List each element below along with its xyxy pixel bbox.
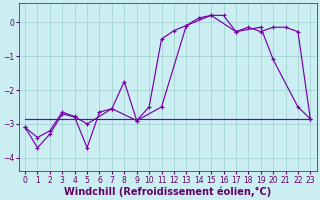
X-axis label: Windchill (Refroidissement éolien,°C): Windchill (Refroidissement éolien,°C) (64, 186, 271, 197)
